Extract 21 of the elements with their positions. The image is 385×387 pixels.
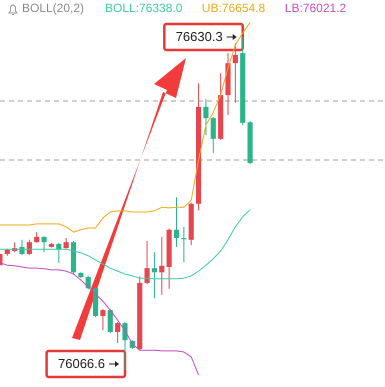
text: LB:76021.2 — [284, 1, 347, 15]
candlestick — [64, 238, 69, 250]
series-label: UB:76654.8 — [202, 1, 266, 15]
candlestick — [210, 116, 216, 154]
candlestick — [26, 239, 32, 256]
candlestick — [86, 275, 91, 290]
candlestick — [232, 42, 238, 104]
candlestick — [41, 236, 47, 253]
candlestick — [203, 98, 209, 136]
candlestick — [159, 236, 164, 296]
candlestick — [152, 252, 158, 299]
candlestick — [144, 240, 150, 285]
candlestick — [108, 308, 113, 334]
chart-title: BOLL(20,2) — [22, 1, 84, 15]
text: BOLL:76338.0 — [105, 1, 183, 15]
candlestick — [174, 196, 180, 248]
annotation: 76066.6 — [58, 356, 105, 371]
candlestick — [34, 232, 40, 244]
annotation: 76630.3 — [176, 29, 223, 44]
candlestick — [100, 308, 106, 331]
candlestick — [115, 321, 120, 344]
